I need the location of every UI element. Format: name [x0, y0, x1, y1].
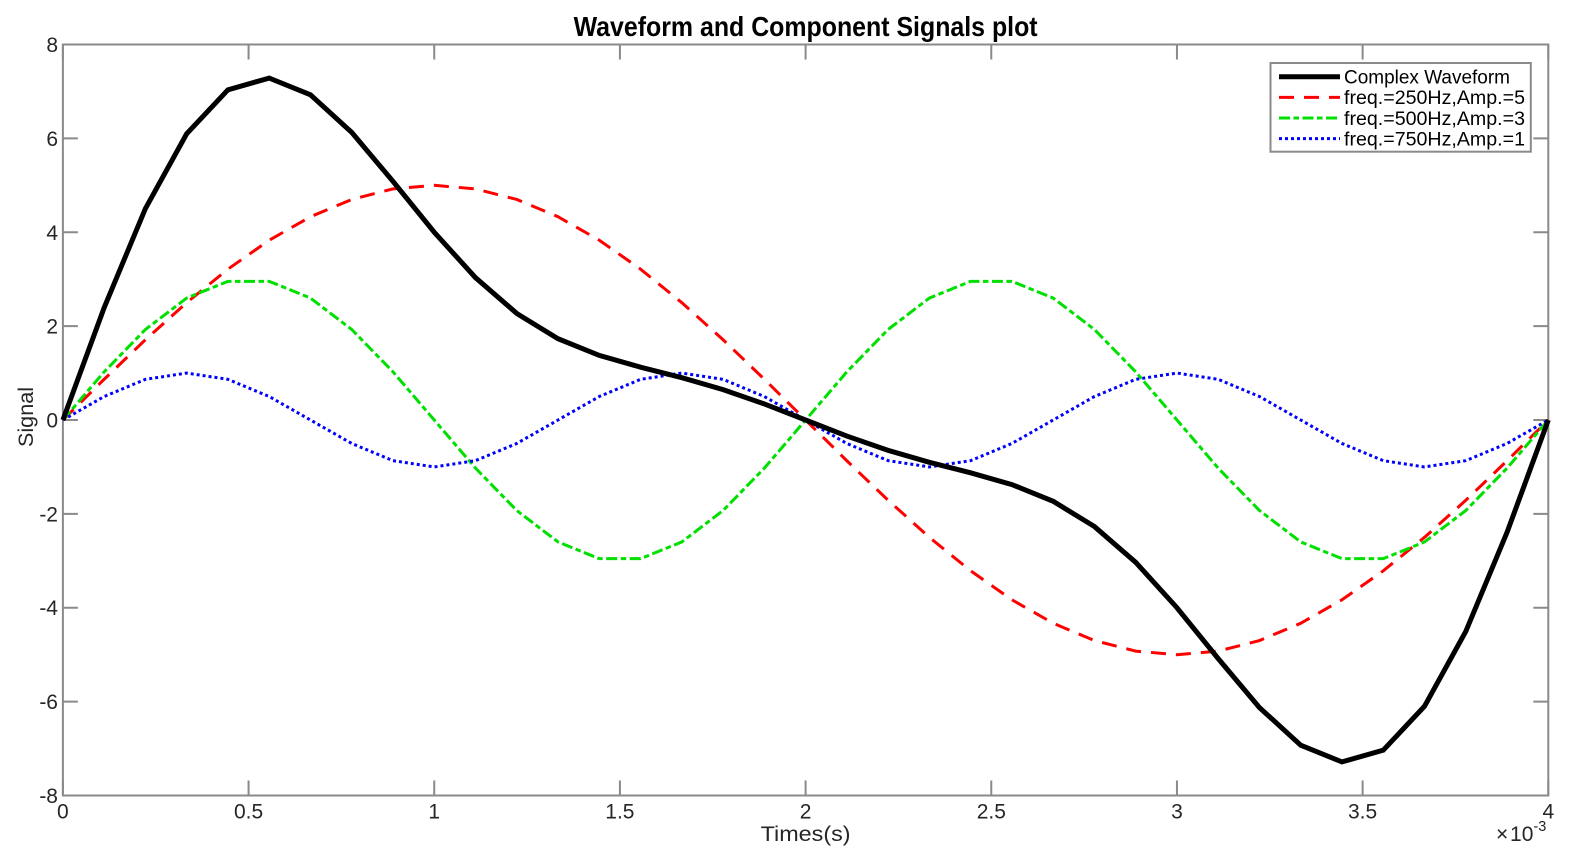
svg-text:2.5: 2.5: [977, 801, 1006, 824]
svg-text:Times(s): Times(s): [761, 823, 851, 846]
svg-text:3: 3: [1171, 801, 1183, 824]
svg-text:-6: -6: [39, 691, 58, 714]
svg-text:-8: -8: [39, 785, 58, 808]
svg-text:3.5: 3.5: [1348, 801, 1377, 824]
svg-text:freq.=750Hz,Amp.=1: freq.=750Hz,Amp.=1: [1344, 129, 1525, 150]
svg-text:4: 4: [1542, 801, 1554, 824]
svg-text:0.5: 0.5: [234, 801, 263, 824]
svg-text:8: 8: [46, 34, 58, 57]
svg-text:0: 0: [57, 801, 69, 824]
svg-text:-4: -4: [39, 597, 58, 620]
svg-text:Waveform and Component Signals: Waveform and Component Signals plot: [574, 11, 1038, 42]
svg-text:4: 4: [46, 222, 58, 245]
svg-text:6: 6: [46, 128, 58, 151]
svg-text:2: 2: [46, 316, 58, 339]
svg-text:2: 2: [800, 801, 812, 824]
svg-text:Complex Waveform: Complex Waveform: [1344, 68, 1510, 89]
svg-text:1.5: 1.5: [605, 801, 634, 824]
svg-text:freq.=250Hz,Amp.=5: freq.=250Hz,Amp.=5: [1344, 88, 1525, 109]
svg-text:Signal: Signal: [15, 387, 38, 447]
svg-text:-2: -2: [39, 503, 58, 526]
svg-text:1: 1: [428, 801, 440, 824]
svg-text:0: 0: [46, 410, 58, 433]
svg-text:freq.=500Hz,Amp.=3: freq.=500Hz,Amp.=3: [1344, 109, 1525, 130]
